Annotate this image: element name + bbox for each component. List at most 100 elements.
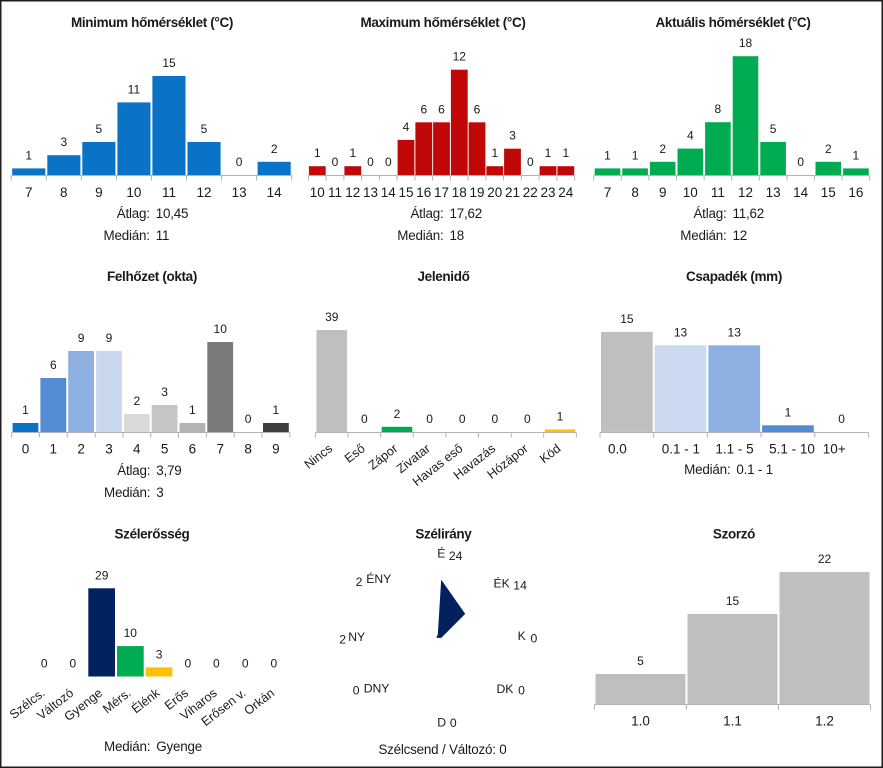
- svg-text:13: 13: [232, 185, 247, 200]
- svg-text:24: 24: [558, 185, 574, 200]
- svg-text:É: É: [437, 546, 445, 561]
- svg-text:Csapadék (mm): Csapadék (mm): [686, 269, 782, 284]
- svg-text:18: 18: [450, 228, 465, 243]
- svg-text:15: 15: [620, 312, 634, 326]
- svg-text:12: 12: [738, 185, 753, 200]
- svg-text:0: 0: [245, 412, 252, 426]
- svg-text:2: 2: [133, 394, 140, 408]
- svg-text:6: 6: [438, 102, 445, 116]
- svg-text:10: 10: [124, 626, 138, 640]
- svg-text:12: 12: [345, 185, 360, 200]
- svg-text:13: 13: [728, 325, 742, 339]
- svg-text:0.0: 0.0: [608, 442, 627, 457]
- svg-text:6: 6: [50, 358, 57, 372]
- svg-text:7: 7: [25, 185, 33, 200]
- svg-text:8: 8: [244, 442, 252, 457]
- svg-text:22: 22: [523, 185, 538, 200]
- svg-text:0: 0: [213, 657, 220, 671]
- svg-text:D: D: [437, 715, 446, 729]
- svg-text:3: 3: [509, 129, 516, 143]
- svg-text:3: 3: [105, 442, 113, 457]
- svg-text:39: 39: [325, 310, 339, 324]
- svg-text:19: 19: [469, 185, 484, 200]
- svg-text:Szorzó: Szorzó: [713, 527, 755, 542]
- svg-text:13: 13: [766, 185, 781, 200]
- svg-text:1: 1: [50, 442, 58, 457]
- svg-text:6: 6: [189, 442, 197, 457]
- svg-text:Felhőzet (okta): Felhőzet (okta): [107, 269, 197, 284]
- svg-text:2: 2: [271, 142, 278, 156]
- svg-text:3: 3: [60, 135, 67, 149]
- svg-text:5: 5: [201, 122, 208, 136]
- svg-text:2: 2: [356, 575, 363, 589]
- svg-text:11: 11: [162, 185, 176, 200]
- svg-text:9: 9: [272, 442, 280, 457]
- svg-text:Maximum hőmérséklet (°C): Maximum hőmérséklet (°C): [360, 15, 525, 30]
- svg-text:10: 10: [310, 185, 325, 200]
- svg-text:1: 1: [273, 403, 280, 417]
- svg-text:5: 5: [161, 442, 169, 457]
- svg-text:0: 0: [332, 155, 339, 169]
- svg-text:0: 0: [797, 155, 804, 169]
- svg-text:1.2: 1.2: [815, 714, 834, 729]
- svg-text:11: 11: [128, 82, 141, 96]
- svg-text:Átlag:: Átlag:: [410, 206, 443, 221]
- svg-text:3,79: 3,79: [156, 463, 181, 478]
- svg-text:22: 22: [818, 552, 832, 566]
- svg-text:4: 4: [687, 129, 694, 143]
- svg-text:1: 1: [25, 148, 32, 162]
- svg-text:1: 1: [562, 146, 569, 160]
- svg-text:14: 14: [793, 185, 809, 200]
- svg-text:0: 0: [491, 412, 498, 426]
- svg-text:15: 15: [821, 185, 836, 200]
- svg-text:14: 14: [381, 185, 397, 200]
- svg-text:2: 2: [825, 142, 832, 156]
- svg-text:5.1 - 10: 5.1 - 10: [769, 442, 815, 457]
- svg-text:3: 3: [156, 647, 163, 661]
- svg-text:7: 7: [216, 442, 224, 457]
- svg-text:Aktuális hőmérséklet (°C): Aktuális hőmérséklet (°C): [656, 15, 811, 30]
- svg-text:9: 9: [106, 331, 113, 345]
- svg-text:11,62: 11,62: [733, 206, 765, 221]
- svg-text:9: 9: [78, 331, 85, 345]
- svg-text:Jelenidő: Jelenidő: [418, 269, 470, 284]
- svg-text:11: 11: [328, 185, 342, 200]
- svg-text:1: 1: [785, 405, 792, 419]
- svg-text:3: 3: [156, 485, 163, 500]
- svg-text:Medián:: Medián:: [397, 228, 443, 243]
- svg-text:1: 1: [491, 146, 498, 160]
- svg-text:Szélirány: Szélirány: [415, 527, 472, 542]
- svg-text:9: 9: [659, 185, 667, 200]
- svg-text:8: 8: [60, 185, 68, 200]
- svg-text:18: 18: [739, 36, 753, 50]
- svg-text:Átlag:: Átlag:: [117, 463, 150, 478]
- svg-text:12: 12: [196, 185, 211, 200]
- svg-text:12: 12: [733, 228, 748, 243]
- svg-text:1.0: 1.0: [631, 714, 650, 729]
- svg-text:4: 4: [403, 120, 410, 134]
- svg-text:NY: NY: [348, 630, 365, 644]
- svg-text:0.1 - 1: 0.1 - 1: [736, 462, 773, 477]
- svg-text:10+: 10+: [823, 442, 846, 457]
- svg-text:8: 8: [631, 185, 639, 200]
- svg-text:12: 12: [453, 50, 467, 64]
- svg-text:1: 1: [189, 403, 196, 417]
- svg-text:0: 0: [353, 684, 360, 698]
- svg-text:0: 0: [426, 412, 433, 426]
- svg-text:5: 5: [637, 654, 644, 668]
- svg-text:1.1 - 5: 1.1 - 5: [715, 442, 753, 457]
- svg-text:0: 0: [459, 412, 466, 426]
- svg-text:0: 0: [22, 442, 30, 457]
- svg-text:0: 0: [70, 657, 77, 671]
- svg-text:2: 2: [77, 442, 85, 457]
- svg-text:17: 17: [434, 185, 449, 200]
- svg-text:16: 16: [848, 185, 863, 200]
- svg-text:6: 6: [420, 102, 427, 116]
- svg-text:5: 5: [770, 122, 777, 136]
- svg-text:2: 2: [394, 407, 401, 421]
- svg-text:4: 4: [133, 442, 141, 457]
- svg-text:0: 0: [524, 412, 531, 426]
- svg-text:0: 0: [450, 716, 457, 730]
- svg-text:Átlag:: Átlag:: [117, 206, 150, 221]
- svg-text:0: 0: [531, 632, 538, 646]
